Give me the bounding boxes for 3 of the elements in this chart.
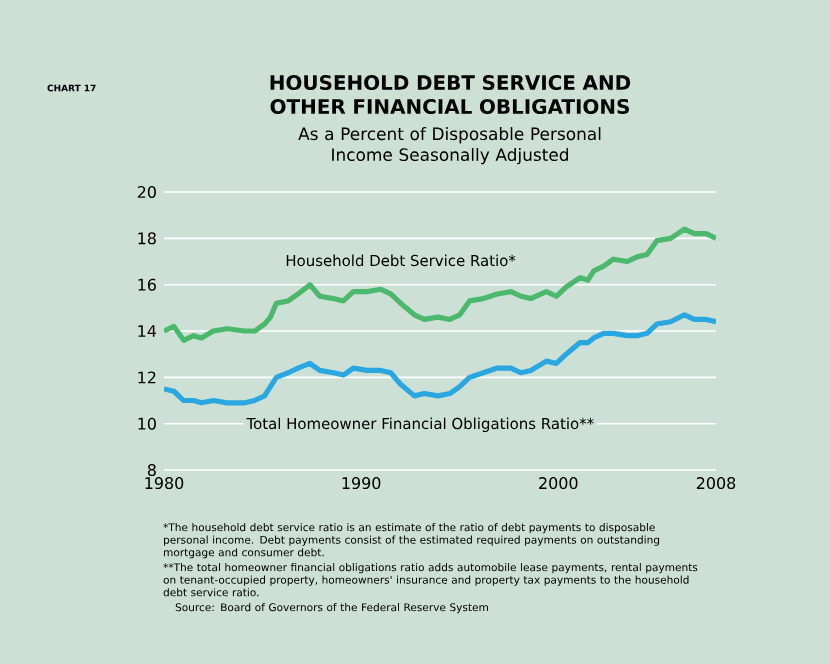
chart-subtitle: As a Percent of Disposable Personal Income Seasonally Adjusted — [298, 127, 601, 165]
chart-title: HOUSEHOLD DEBT SERVICE AND OTHER FINANCIAL OBLIGATIONS — [270, 75, 631, 115]
line-series — [164, 226, 717, 343]
